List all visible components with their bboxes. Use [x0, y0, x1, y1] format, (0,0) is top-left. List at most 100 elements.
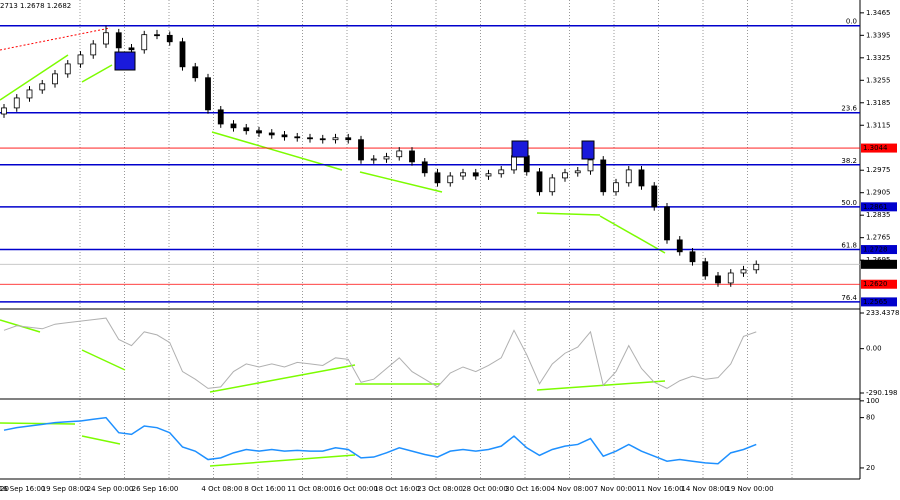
- candle-body: [205, 77, 211, 111]
- fib-label: 76.4: [841, 294, 857, 302]
- candle-body: [166, 34, 173, 43]
- candle-body: [319, 138, 326, 141]
- fib-label: 38.2: [841, 157, 857, 165]
- x-tick-label: 26 Sep 16:00: [132, 485, 179, 493]
- candle-body: [421, 161, 428, 174]
- candle-body: [345, 137, 352, 141]
- candle-body: [370, 158, 377, 161]
- candle-body: [702, 261, 709, 277]
- trend-line: [81, 64, 113, 83]
- y-tick-label: 1.3185: [866, 99, 891, 107]
- fib-label: 23.6: [841, 105, 857, 113]
- candle-body: [409, 150, 415, 163]
- indicator-line: [3, 416, 757, 465]
- x-tick-label: 16 Oct 00:00: [332, 485, 378, 493]
- candle-body: [727, 272, 734, 284]
- trend-line: [599, 215, 666, 254]
- x-tick-label: 23 Oct 08:00: [417, 485, 463, 493]
- indicator-line: [3, 317, 757, 389]
- y-tick-label: 80: [866, 414, 875, 422]
- plot: 1.3465 1.3395 1.3325 1.3255 1.3185 1.3115 1.29…: [0, 9, 899, 493]
- candle-body: [625, 169, 632, 184]
- candle-body: [154, 34, 160, 37]
- x-tick-label: 7 Nov 00:00: [594, 485, 637, 493]
- price-box: [861, 202, 897, 212]
- y-tick-label: -290.198: [866, 389, 897, 397]
- candle-body: [460, 172, 466, 177]
- candle-body: [39, 83, 46, 91]
- x-tick-label: 24 Sep 00:00: [87, 485, 134, 493]
- candle-body: [358, 139, 364, 161]
- trend-line: [0, 422, 76, 425]
- price-label: 1.2565: [863, 298, 888, 306]
- candle-body: [90, 43, 97, 56]
- trend-line: [81, 435, 121, 445]
- price-label: 1.2861: [863, 203, 888, 211]
- candle-body: [192, 66, 199, 79]
- candle-body: [562, 172, 568, 179]
- candle-body: [217, 109, 224, 125]
- y-tick-label: 1.2905: [866, 189, 891, 197]
- candle-body: [64, 63, 71, 75]
- candle-body: [77, 54, 84, 65]
- candle-body: [498, 169, 505, 175]
- trend-line: [209, 454, 356, 467]
- x-tick-label: 4 Nov 08:00: [551, 485, 594, 493]
- trend-line: [536, 380, 666, 391]
- price-label: 1.3044: [863, 144, 888, 152]
- candle-body: [715, 275, 721, 284]
- candle-body: [638, 169, 645, 187]
- candle-body: [523, 155, 530, 173]
- candle-body: [294, 136, 301, 139]
- price-label: 1.2682: [863, 260, 888, 268]
- candle-body: [651, 185, 658, 208]
- candle-body: [740, 269, 747, 274]
- candle-body: [447, 175, 454, 184]
- y-tick-label: 1.3115: [866, 121, 891, 129]
- price-box: [861, 259, 897, 269]
- candle-body: [511, 155, 517, 171]
- price-box: [861, 297, 897, 307]
- candle-body: [574, 170, 581, 174]
- candle-body: [434, 172, 441, 184]
- x-tick-label: 11 Oct 08:00: [287, 485, 333, 493]
- trend-line: [536, 212, 601, 216]
- candle-body: [52, 73, 58, 85]
- candle-body: [396, 150, 403, 158]
- candle-body: [26, 89, 33, 99]
- marker-box: [581, 140, 595, 160]
- candle-body: [230, 123, 237, 129]
- y-tick-label: 1.2835: [866, 211, 891, 219]
- candle-body: [536, 171, 543, 193]
- candle-body: [13, 97, 20, 109]
- x-tick-label: 11 Nov 16:00: [636, 485, 683, 493]
- y-tick-label: 1.3395: [866, 31, 891, 39]
- trend-line: [0, 27, 111, 51]
- candle-body: [472, 172, 479, 177]
- candle-body: [103, 32, 109, 45]
- y-tick-label: 1.3325: [866, 54, 891, 62]
- candle-body: [383, 156, 390, 160]
- candle-body: [600, 159, 607, 193]
- marker-box: [511, 140, 529, 158]
- candle-body: [664, 206, 670, 241]
- price-label: 1.2728: [863, 246, 888, 254]
- x-tick-label: 19 Sep 08:00: [42, 485, 89, 493]
- y-tick-label: 1.2765: [866, 234, 891, 242]
- x-tick-label: 18 Oct 16:00: [374, 485, 420, 493]
- candle-body: [179, 41, 186, 68]
- fib-label: 50.0: [841, 199, 857, 207]
- trend-lines: [0, 54, 666, 467]
- price-box: [861, 143, 897, 153]
- candle-body: [689, 251, 696, 263]
- y-tick-label: 100: [866, 397, 879, 405]
- y-tick-label: 1.3465: [866, 9, 891, 17]
- x-tick-label: 14 Nov 08:00: [681, 485, 728, 493]
- x-tick-label: 16 Sep 16:00: [0, 485, 45, 493]
- candle-body: [141, 34, 148, 51]
- y-tick-label: 0.00: [866, 345, 882, 353]
- x-tick-label: 19 Nov 00:00: [726, 485, 773, 493]
- price-box: [861, 245, 897, 255]
